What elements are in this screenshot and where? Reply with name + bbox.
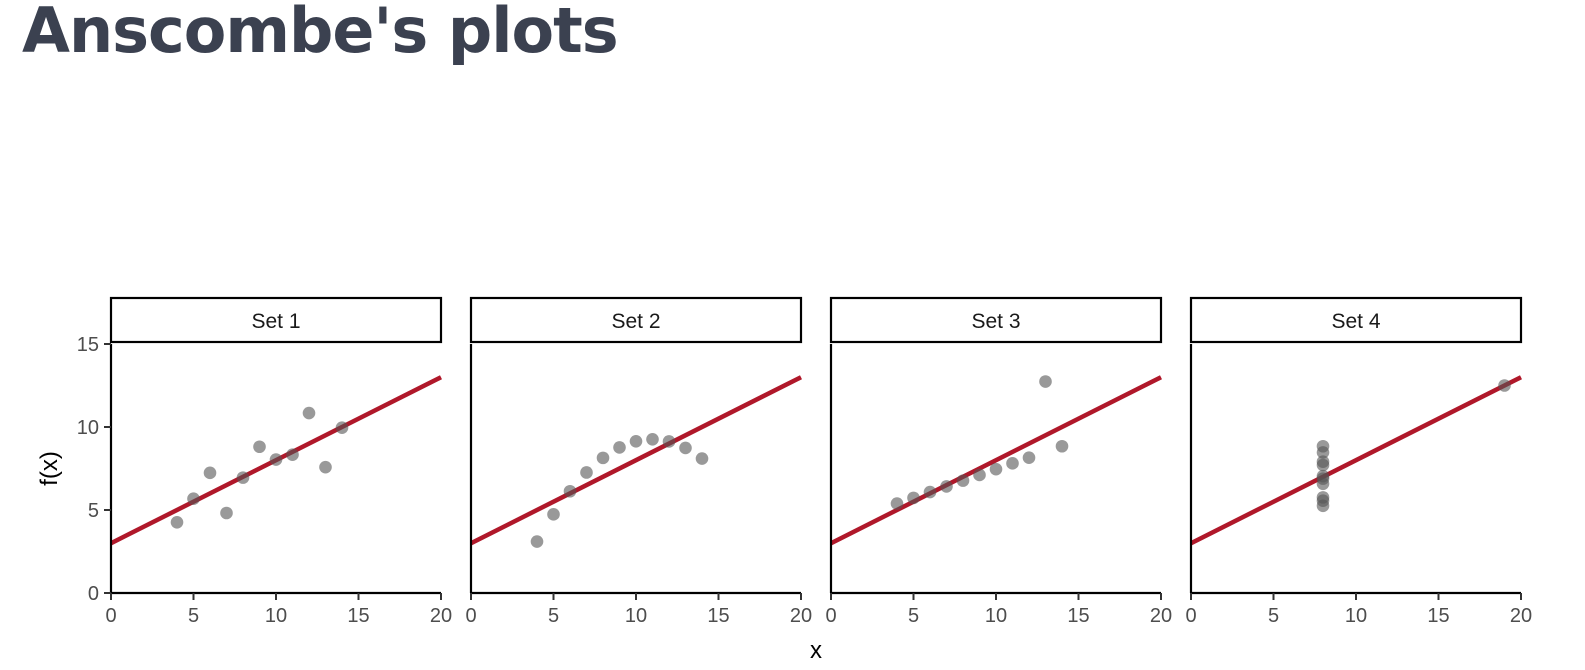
x-tick-label: 5 bbox=[188, 605, 199, 627]
x-tick-label: 10 bbox=[625, 605, 647, 627]
data-point bbox=[956, 474, 970, 487]
x-tick-label: 20 bbox=[790, 605, 812, 627]
data-point bbox=[596, 451, 610, 465]
x-tick-label: 20 bbox=[430, 605, 452, 627]
data-point bbox=[923, 485, 937, 499]
data-point bbox=[679, 441, 692, 455]
data-point bbox=[286, 448, 299, 462]
data-point bbox=[220, 506, 233, 520]
data-point bbox=[1022, 451, 1036, 465]
data-point bbox=[629, 434, 643, 448]
facet-label-2: Set 2 bbox=[611, 310, 660, 333]
facet-strip-1 bbox=[109, 296, 443, 344]
y-tick-label: 5 bbox=[88, 500, 99, 522]
data-point bbox=[187, 492, 200, 506]
y-axis-title: f(x) bbox=[36, 451, 63, 486]
data-point bbox=[319, 460, 332, 474]
data-point bbox=[580, 466, 593, 479]
data-point bbox=[1316, 494, 1330, 508]
x-tick-label: 0 bbox=[105, 605, 116, 627]
data-point bbox=[253, 440, 266, 454]
data-point bbox=[269, 453, 283, 466]
x-tick-label: 10 bbox=[265, 605, 287, 627]
data-point bbox=[563, 484, 577, 498]
facet-label-1: Set 1 bbox=[251, 310, 300, 333]
data-point bbox=[1006, 457, 1019, 470]
data-point bbox=[547, 508, 560, 521]
facet-strip-2 bbox=[469, 296, 803, 344]
fit-line-set-3 bbox=[829, 375, 1163, 546]
facet-strip-3 bbox=[829, 296, 1163, 344]
x-tick-label: 5 bbox=[1268, 605, 1279, 627]
x-tick-label: 0 bbox=[825, 605, 836, 627]
facet-strip-4 bbox=[1189, 296, 1523, 344]
x-tick-label: 15 bbox=[707, 605, 729, 627]
data-point bbox=[170, 515, 184, 529]
data-point bbox=[335, 421, 349, 434]
data-point bbox=[1498, 379, 1511, 392]
x-tick-label: 15 bbox=[1067, 605, 1089, 627]
y-tick-label: 15 bbox=[77, 334, 99, 356]
data-point bbox=[203, 466, 217, 480]
data-point bbox=[989, 462, 1003, 476]
facet-label-3: Set 3 bbox=[971, 310, 1020, 333]
data-point bbox=[1055, 439, 1069, 453]
x-tick-label: 0 bbox=[1185, 605, 1196, 627]
data-point bbox=[1316, 446, 1330, 459]
x-tick-label: 20 bbox=[1510, 605, 1532, 627]
x-tick-label: 10 bbox=[1345, 605, 1367, 627]
data-point bbox=[236, 471, 250, 484]
x-tick-label: 15 bbox=[1427, 605, 1449, 627]
data-point bbox=[646, 432, 659, 446]
data-point bbox=[695, 452, 709, 465]
facet-label-4: Set 4 bbox=[1331, 310, 1380, 333]
data-point bbox=[1316, 472, 1330, 485]
page-title: Anscombe's plots bbox=[22, 0, 619, 67]
fit-line-set-2 bbox=[469, 375, 803, 546]
x-axis-title: x bbox=[810, 637, 822, 664]
x-tick-label: 5 bbox=[548, 605, 559, 627]
data-point bbox=[1039, 375, 1052, 388]
y-tick-label: 10 bbox=[77, 417, 99, 439]
data-point bbox=[530, 535, 544, 548]
x-tick-label: 5 bbox=[908, 605, 919, 627]
x-tick-label: 15 bbox=[347, 605, 369, 627]
data-point bbox=[1316, 455, 1330, 468]
data-point bbox=[907, 491, 920, 505]
data-point bbox=[302, 406, 316, 420]
data-point bbox=[973, 468, 986, 482]
data-point bbox=[613, 441, 626, 454]
fit-line-set-4 bbox=[1189, 375, 1523, 546]
data-point bbox=[662, 435, 676, 448]
data-point bbox=[890, 497, 904, 510]
x-tick-label: 10 bbox=[985, 605, 1007, 627]
y-tick-label: 0 bbox=[88, 583, 99, 605]
data-point bbox=[940, 480, 953, 493]
x-tick-label: 20 bbox=[1150, 605, 1172, 627]
x-tick-label: 0 bbox=[465, 605, 476, 627]
